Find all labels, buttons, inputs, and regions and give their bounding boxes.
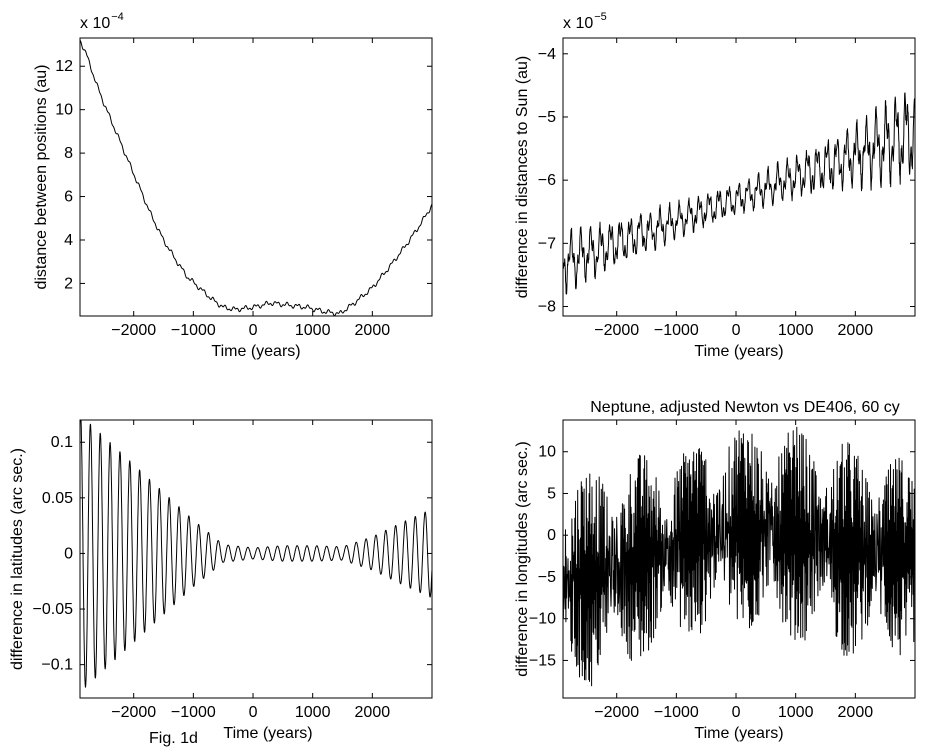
- plot-difference-in-distances: −2000 −1000 0 1000 2000 −8 −7 −6 −5 −4 Time (years…: [514, 11, 916, 360]
- x-tick-label: 0: [732, 322, 741, 339]
- x-axis-label: Time (years): [223, 725, 312, 742]
- y-tick-label: −5: [538, 569, 556, 586]
- y-tick-label: −0.05: [33, 601, 74, 618]
- y-tick-label: 2: [64, 275, 73, 292]
- x-tick-label: −2000: [111, 322, 156, 339]
- y-tick-label: 5: [547, 485, 556, 502]
- y-tick-label: 10: [538, 444, 556, 461]
- x-tick-label: 1000: [778, 322, 814, 339]
- y-tick-label: 6: [64, 189, 73, 206]
- y-exponent-power: −5: [594, 11, 607, 23]
- plot-difference-in-latitudes: −2000 −1000 0 1000 2000 −0.1 −0.05 0 0.05 0.1 Time…: [9, 419, 433, 742]
- y-tick-label: −8: [538, 299, 556, 316]
- y-exponent-label: x 10: [80, 15, 110, 32]
- axes-frame: [562, 37, 916, 317]
- x-tick-label: 0: [249, 322, 258, 339]
- plot-distance-between-positions: −2000 −1000 0 1000 2000 2 4 6 8 10 12 Time (years) d…: [33, 11, 433, 360]
- axes-frame: [79, 419, 433, 699]
- series-line: [80, 39, 432, 316]
- x-tick-label: −1000: [171, 322, 216, 339]
- x-tick-label: 2000: [838, 704, 874, 721]
- y-axis-label: distance between positions (au): [33, 64, 50, 289]
- x-tick-label: −1000: [654, 322, 699, 339]
- y-tick-label: 8: [64, 145, 73, 162]
- x-axis-label: Time (years): [694, 725, 783, 742]
- y-tick-label: −4: [538, 46, 556, 63]
- y-tick-label: −15: [529, 652, 556, 669]
- y-tick-label: 12: [55, 58, 73, 75]
- y-axis-label: difference in longitudes (arc sec.): [514, 441, 531, 676]
- figure-caption: Fig. 1d: [149, 730, 198, 747]
- series-line: [563, 92, 915, 295]
- y-tick-label: −10: [529, 611, 556, 628]
- x-axis-label: Time (years): [211, 343, 300, 360]
- x-tick-label: −2000: [594, 704, 639, 721]
- x-tick-label: 1000: [295, 322, 331, 339]
- x-axis-label: Time (years): [694, 343, 783, 360]
- x-tick-label: 0: [249, 704, 258, 721]
- x-tick-label: 2000: [838, 322, 874, 339]
- y-tick-label: 4: [64, 232, 73, 249]
- y-tick-label: 0: [547, 527, 556, 544]
- x-tick-label: −1000: [654, 704, 699, 721]
- axes-frame: [79, 37, 433, 317]
- plot-difference-in-longitudes: −2000 −1000 0 1000 2000 −15 −10 −5 0 5 10 Time (yea…: [514, 399, 916, 742]
- y-tick-label: −5: [538, 109, 556, 126]
- y-exponent-power: −4: [111, 11, 124, 23]
- y-axis-label: difference in distances to Sun (au): [514, 56, 531, 299]
- y-tick-label: −7: [538, 235, 556, 252]
- x-tick-label: 0: [732, 704, 741, 721]
- y-exponent-label: x 10: [563, 15, 593, 32]
- y-tick-label: −6: [538, 172, 556, 189]
- x-tick-label: −2000: [111, 704, 156, 721]
- x-tick-label: −2000: [594, 322, 639, 339]
- series-line: [563, 426, 915, 687]
- chart-title: Neptune, adjusted Newton vs DE406, 60 cy: [590, 399, 900, 416]
- y-tick-label: −0.1: [41, 657, 73, 674]
- y-tick-label: 0.1: [51, 434, 73, 451]
- x-tick-label: 1000: [295, 704, 331, 721]
- y-tick-label: 10: [55, 102, 73, 119]
- x-tick-label: 2000: [355, 322, 391, 339]
- y-tick-label: 0.05: [42, 490, 73, 507]
- x-tick-label: 1000: [778, 704, 814, 721]
- y-axis-label: difference in latitudes (arc sec.): [9, 448, 26, 670]
- x-tick-label: 2000: [355, 704, 391, 721]
- x-tick-label: −1000: [171, 704, 216, 721]
- y-tick-label: 0: [64, 545, 73, 562]
- series-line: [80, 420, 432, 688]
